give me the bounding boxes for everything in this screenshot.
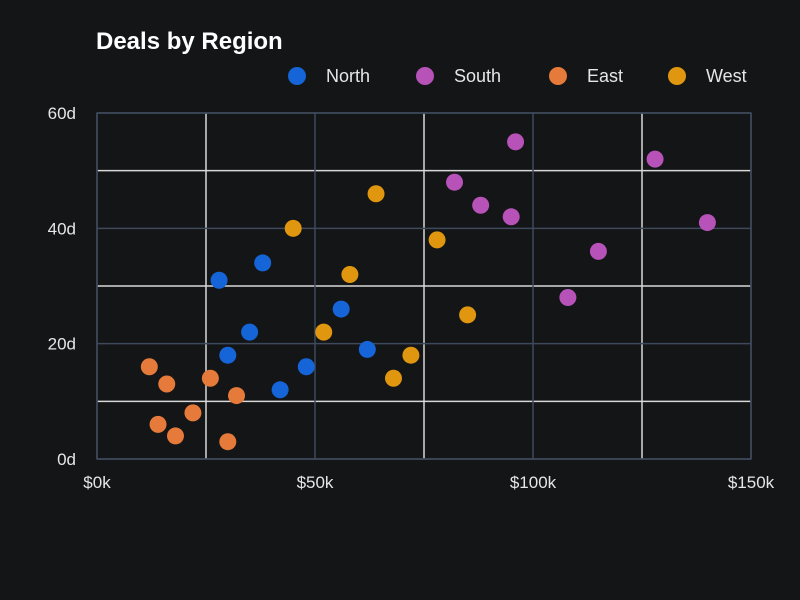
point-east bbox=[184, 404, 202, 422]
series-west bbox=[284, 185, 477, 387]
legend-marker bbox=[288, 67, 306, 85]
data-points bbox=[140, 133, 716, 451]
legend-marker bbox=[668, 67, 686, 85]
point-west bbox=[402, 346, 420, 364]
point-west bbox=[367, 185, 385, 203]
point-east bbox=[201, 369, 219, 387]
legend-marker bbox=[549, 67, 567, 85]
point-west bbox=[459, 306, 477, 324]
point-east bbox=[166, 427, 184, 445]
legend-label: North bbox=[326, 66, 370, 86]
series-south bbox=[446, 133, 716, 307]
point-north bbox=[210, 271, 228, 289]
point-north bbox=[332, 300, 350, 318]
y-tick-label: 0d bbox=[57, 450, 76, 469]
minor-grid bbox=[97, 113, 751, 459]
legend-item-south: South bbox=[416, 66, 501, 86]
legend-item-west: West bbox=[668, 66, 747, 86]
point-west bbox=[284, 219, 302, 237]
legend: North South East West bbox=[288, 66, 747, 86]
point-north bbox=[297, 358, 315, 376]
y-tick-label: 20d bbox=[48, 335, 76, 354]
legend-marker bbox=[416, 67, 434, 85]
x-tick-label: $100k bbox=[510, 473, 557, 492]
series-north bbox=[210, 254, 376, 399]
y-tick-label: 40d bbox=[48, 219, 76, 238]
legend-item-north: North bbox=[288, 66, 370, 86]
point-east bbox=[149, 415, 167, 433]
point-north bbox=[254, 254, 272, 272]
point-south bbox=[502, 208, 520, 226]
point-south bbox=[559, 289, 577, 307]
point-north bbox=[358, 340, 376, 358]
x-axis: $0k $50k $100k $150k bbox=[83, 473, 774, 492]
point-west bbox=[384, 369, 402, 387]
plot-area: $0k $50k $100k $150k 0d 20d 40d 60d bbox=[48, 104, 775, 492]
point-north bbox=[219, 346, 237, 364]
point-south bbox=[698, 214, 716, 232]
y-tick-label: 60d bbox=[48, 104, 76, 123]
point-west bbox=[315, 323, 333, 341]
point-south bbox=[646, 150, 664, 168]
legend-label: South bbox=[454, 66, 501, 86]
point-west bbox=[341, 265, 359, 283]
x-tick-label: $0k bbox=[83, 473, 111, 492]
x-tick-label: $150k bbox=[728, 473, 775, 492]
x-tick-label: $50k bbox=[297, 473, 334, 492]
y-axis: 0d 20d 40d 60d bbox=[48, 104, 76, 469]
point-east bbox=[158, 375, 176, 393]
legend-label: West bbox=[706, 66, 747, 86]
point-north bbox=[271, 381, 289, 399]
point-east bbox=[219, 433, 237, 451]
point-east bbox=[228, 387, 246, 405]
legend-label: East bbox=[587, 66, 623, 86]
legend-item-east: East bbox=[549, 66, 623, 86]
chart-title: Deals by Region bbox=[96, 28, 283, 55]
point-south bbox=[507, 133, 525, 151]
point-south bbox=[446, 173, 464, 191]
point-east bbox=[140, 358, 158, 376]
point-south bbox=[589, 242, 607, 260]
point-north bbox=[241, 323, 259, 341]
plot-frame bbox=[96, 112, 752, 460]
series-east bbox=[140, 358, 246, 451]
point-west bbox=[428, 231, 446, 249]
point-south bbox=[472, 196, 490, 214]
